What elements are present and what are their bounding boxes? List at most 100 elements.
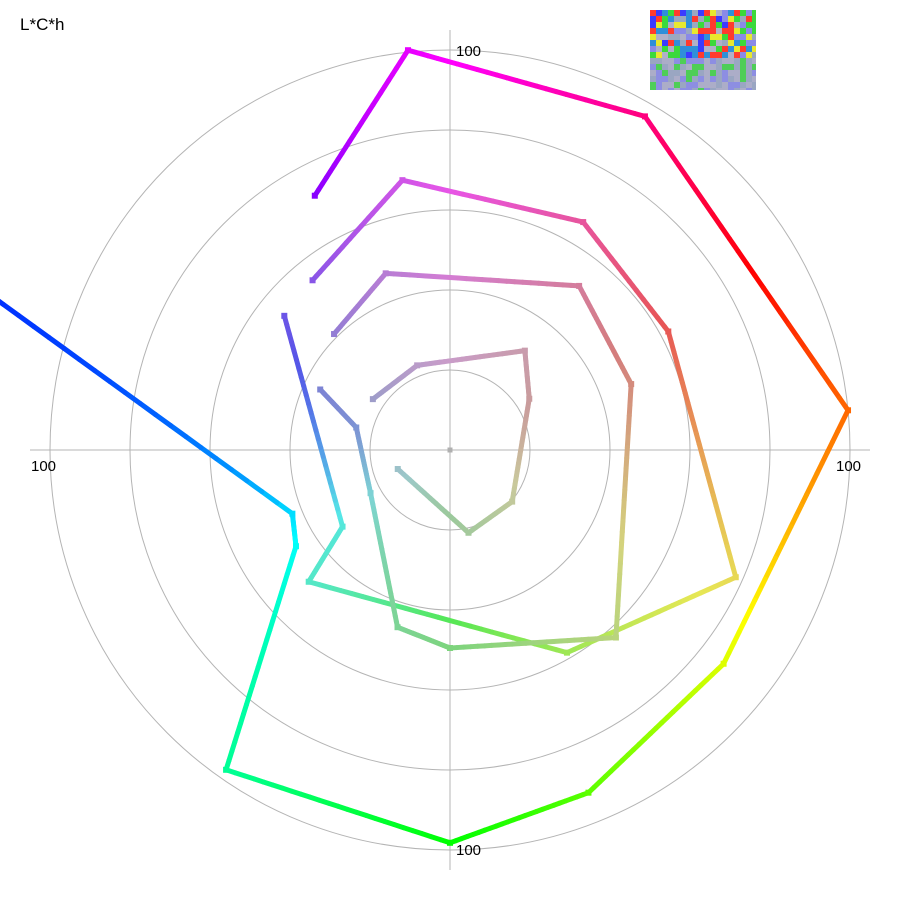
thumbnail-pixel (710, 52, 716, 58)
thumbnail-pixel (662, 40, 668, 46)
thumbnail-pixel (674, 28, 680, 34)
thumbnail-pixel (734, 70, 740, 76)
thumbnail-pixel (686, 64, 692, 70)
thumbnail-pixel (662, 58, 668, 64)
thumbnail-pixel (674, 40, 680, 46)
thumbnail-pixel (740, 28, 746, 34)
thumbnail-pixel (710, 76, 716, 82)
thumbnail-pixel (698, 22, 704, 28)
thumbnail-pixel (692, 76, 698, 82)
thumbnail-pixel (734, 64, 740, 70)
thumbnail-pixel (746, 76, 752, 82)
thumbnail-pixel (692, 88, 698, 90)
thumbnail-pixel (716, 52, 722, 58)
thumbnail-pixel (704, 40, 710, 46)
thumbnail-pixel (662, 88, 668, 90)
thumbnail-pixel (656, 64, 662, 70)
series-layer (0, 47, 852, 846)
thumbnail-pixel (746, 82, 752, 88)
thumbnail-pixel (662, 52, 668, 58)
thumbnail-pixel (746, 58, 752, 64)
thumbnail-pixel (692, 58, 698, 64)
thumbnail-pixel (740, 88, 746, 90)
thumbnail-pixel (710, 28, 716, 34)
series-3 (317, 270, 635, 651)
thumbnail-pixel (746, 64, 752, 70)
thumbnail-pixel (668, 10, 674, 16)
series-1-segment (31, 323, 52, 340)
thumbnail-pixel (710, 34, 716, 40)
thumbnail-pixel (722, 88, 728, 90)
thumbnail-pixel (704, 82, 710, 88)
thumbnail-pixel (704, 70, 710, 76)
thumbnail-pixel (734, 22, 740, 28)
series-2-vertex (305, 578, 312, 585)
series-1-segment (92, 367, 113, 384)
series-1-segment (61, 345, 82, 362)
thumbnail-pixel (704, 16, 710, 22)
thumbnail-pixel (716, 88, 722, 90)
series-1 (0, 47, 852, 846)
thumbnail-pixel (686, 22, 692, 28)
thumbnail-pixel (680, 88, 686, 90)
thumbnail-pixel (656, 10, 662, 16)
chart-title: L*C*h (20, 15, 64, 34)
series-1-segment (213, 456, 235, 473)
thumbnail-pixel (710, 10, 716, 16)
thumbnail-pixel (704, 22, 710, 28)
thumbnail-pixel (710, 70, 716, 76)
series-1-segment (152, 412, 174, 429)
thumbnail-pixel (656, 28, 662, 34)
thumbnail-pixel (668, 52, 674, 58)
series-3-vertex (367, 490, 374, 497)
thumbnail-pixel (698, 46, 704, 52)
series-3-vertex (576, 282, 583, 289)
thumbnail-pixel (698, 34, 704, 40)
thumbnail-pixel (686, 34, 692, 40)
series-2-vertex (399, 177, 406, 184)
thumbnail-pixel (656, 70, 662, 76)
thumbnail-pixel (686, 46, 692, 52)
thumbnail-pixel (722, 22, 728, 28)
thumbnail-pixel (722, 64, 728, 70)
thumbnail-pixel (746, 34, 752, 40)
thumbnail-pixel (680, 16, 686, 22)
thumbnail-pixel (734, 16, 740, 22)
thumbnail-pixel (650, 46, 656, 52)
thumbnail-pixel (734, 40, 740, 46)
series-2-vertex (665, 328, 672, 335)
thumbnail-pixel (746, 22, 752, 28)
thumbnail-pixel (668, 70, 674, 76)
series-1-vertex (404, 47, 411, 54)
thumbnail-pixel (710, 46, 716, 52)
thumbnail-pixel (680, 70, 686, 76)
thumbnail-pixel (680, 34, 686, 40)
series-1-segment (107, 378, 128, 396)
series-4-vertex (394, 466, 401, 473)
thumbnail-pixel (746, 10, 752, 16)
thumbnail-pixel (668, 22, 674, 28)
thumbnail-pixel (692, 70, 698, 76)
axis-label-top: 100 (456, 43, 481, 60)
thumbnail-pixel (710, 58, 716, 64)
thumbnail-pixel (674, 82, 680, 88)
series-2 (281, 177, 739, 656)
thumbnail-pixel (716, 34, 722, 40)
series-1-segment (0, 298, 6, 307)
thumbnail-pixel (704, 28, 710, 34)
thumbnail-pixel (716, 22, 722, 28)
thumbnail-pixel (746, 70, 752, 76)
thumbnail-pixel (740, 58, 746, 64)
thumbnail-pixel (740, 70, 746, 76)
thumbnail-pixel (656, 52, 662, 58)
thumbnail-pixel (716, 28, 722, 34)
series-1-segment (259, 489, 280, 506)
thumbnail-pixel (650, 16, 656, 22)
thumbnail-pixel (668, 46, 674, 52)
thumbnail-pixel (710, 88, 716, 90)
thumbnail-pixel (722, 40, 728, 46)
thumbnail-pixel (698, 52, 704, 58)
thumbnail-pixel (734, 28, 740, 34)
thumbnail-pixel (710, 64, 716, 70)
thumbnail-pixel (650, 58, 656, 64)
